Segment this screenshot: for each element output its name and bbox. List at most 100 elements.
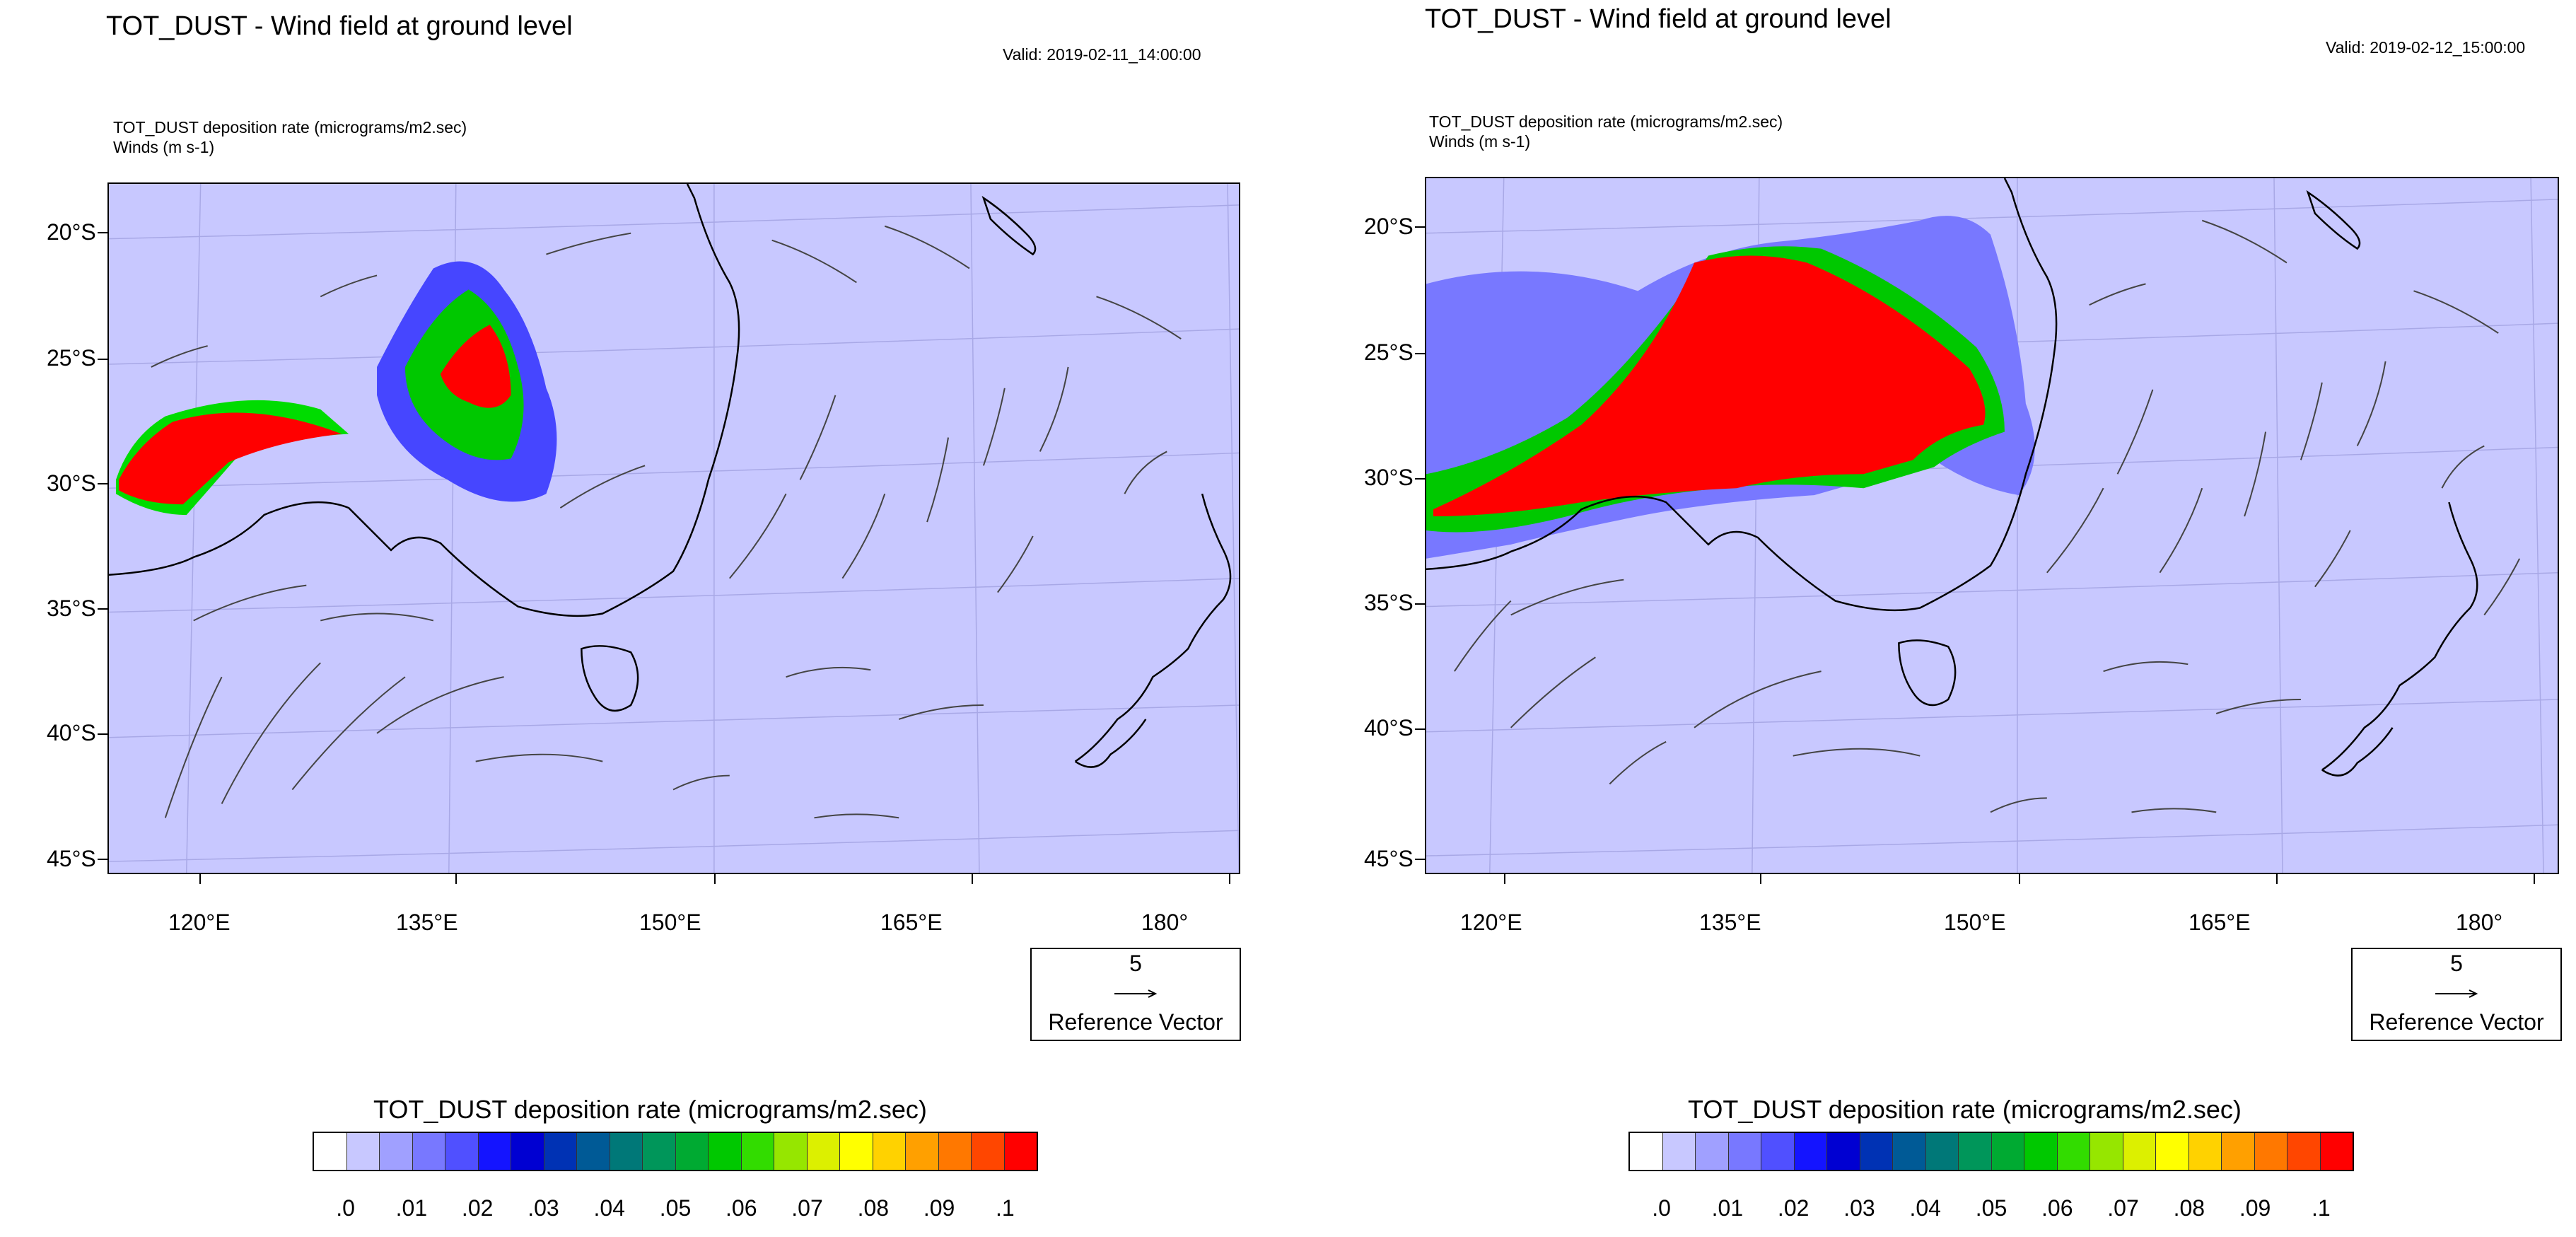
lat-label: 20°S: [1364, 214, 1414, 239]
colorbar-swatch: [1925, 1133, 1959, 1170]
lat-label: 45°S: [47, 846, 96, 871]
colorbar-swatch: [1630, 1133, 1663, 1170]
dust-core-west: [118, 412, 342, 505]
coastline-tasmania: [1898, 639, 1957, 707]
colorbar-swatch: [938, 1133, 972, 1170]
colorbar-tick-label: .01: [395, 1195, 428, 1221]
lat-label: 25°S: [47, 345, 96, 371]
colorbar-swatch: [2090, 1133, 2123, 1170]
map-title: TOT_DUST - Wind field at ground level: [106, 11, 573, 41]
colorbar-tick-label: .05: [659, 1195, 692, 1221]
colorbar-swatch: [2189, 1133, 2222, 1170]
reference-vector-label: Reference Vector: [2369, 1009, 2544, 1035]
lat-label: 40°S: [1364, 715, 1414, 741]
colorbar-tick-label: .06: [725, 1195, 757, 1221]
map-panel-right: TOT_DUST - Wind field at ground level Va…: [1288, 0, 2575, 1237]
colorbar-swatch: [1696, 1133, 1729, 1170]
lon-label: 165°E: [880, 910, 943, 935]
colorbar-swatch: [2254, 1133, 2287, 1170]
lon-label: 120°E: [1460, 910, 1522, 935]
colorbar-tick-label: .02: [461, 1195, 494, 1221]
colorbar-swatch: [1662, 1133, 1696, 1170]
colorbar-swatch: [511, 1133, 544, 1170]
lon-label: 180°: [2456, 910, 2503, 935]
colorbar-swatch: [1004, 1133, 1037, 1170]
colorbar-swatch: [1893, 1133, 1926, 1170]
lon-label: 150°E: [1944, 910, 2006, 935]
reference-arrow-icon: [2435, 989, 2478, 998]
map-canvas: [109, 184, 1239, 873]
colorbar-tick-label: .03: [528, 1195, 559, 1221]
lat-label: 20°S: [47, 219, 96, 245]
lat-label: 30°S: [1364, 465, 1414, 490]
colorbar-swatch: [873, 1133, 906, 1170]
coastline-tasmania: [581, 645, 639, 712]
coastline-australia: [109, 184, 740, 617]
colorbar-swatch: [1860, 1133, 1893, 1170]
colorbar-swatch: [544, 1133, 577, 1170]
wind-label: Winds (m s-1): [1429, 132, 1531, 151]
colorbar-tick-label: .06: [2041, 1195, 2073, 1221]
colorbar-swatch: [774, 1133, 808, 1170]
colorbar-swatch: [610, 1133, 643, 1170]
colorbar-swatch: [478, 1133, 511, 1170]
colorbar-swatch: [445, 1133, 479, 1170]
map-area: [107, 182, 1240, 874]
colorbar-swatch: [807, 1133, 840, 1170]
colorbar-swatch: [840, 1133, 873, 1170]
colorbar-swatch: [2123, 1133, 2156, 1170]
colorbar-tick-label: .08: [2173, 1195, 2205, 1221]
lat-label: 40°S: [47, 720, 96, 745]
lon-label: 120°E: [168, 910, 231, 935]
lon-label: 165°E: [2189, 910, 2251, 935]
colorbar-tick-label: .0: [1652, 1195, 1671, 1221]
colorbar-swatch: [675, 1133, 709, 1170]
colorbar-tick-label: .09: [2239, 1195, 2271, 1221]
colorbar-swatch: [906, 1133, 939, 1170]
colorbar-swatch: [2320, 1133, 2353, 1170]
colorbar-swatch: [1794, 1133, 1827, 1170]
colorbar-swatch: [1761, 1133, 1795, 1170]
colorbar-swatch: [972, 1133, 1005, 1170]
field-label: TOT_DUST deposition rate (micrograms/m2.…: [113, 118, 467, 137]
colorbar-swatch: [2222, 1133, 2255, 1170]
colorbar-swatch: [1959, 1133, 1992, 1170]
map-panel-left: TOT_DUST - Wind field at ground level Va…: [47, 11, 1241, 1221]
colorbar: [1628, 1132, 2354, 1171]
coastline-new-zealand: [1074, 493, 1232, 768]
coastline-new-caledonia: [981, 195, 1037, 256]
wind-label: Winds (m s-1): [113, 138, 215, 156]
colorbar-swatch: [577, 1133, 610, 1170]
lon-label: 180°: [1141, 910, 1189, 935]
colorbar-swatch: [412, 1133, 445, 1170]
colorbar-tick-label: .03: [1843, 1195, 1875, 1221]
coastline-new-caledonia: [2306, 190, 2361, 250]
colorbar-tick-label: .04: [1909, 1195, 1941, 1221]
lon-label: 135°E: [1699, 910, 1761, 935]
colorbar-tick-label: .05: [1975, 1195, 2007, 1221]
map-title: TOT_DUST - Wind field at ground level: [1425, 4, 1892, 34]
map-canvas: [1426, 178, 2558, 873]
field-label: TOT_DUST deposition rate (micrograms/m2.…: [1429, 112, 1783, 131]
lat-label: 25°S: [1364, 339, 1414, 365]
colorbar-swatch: [1728, 1133, 1761, 1170]
colorbar-swatch: [2057, 1133, 2090, 1170]
colorbar-tick-label: .01: [1711, 1195, 1744, 1221]
reference-vector-box: 5 Reference Vector: [2351, 948, 2562, 1041]
colorbar-swatch: [2287, 1133, 2321, 1170]
map-area: [1425, 177, 2559, 874]
reference-vector-magnitude: 5: [1129, 951, 1142, 976]
colorbar-tick-label: .1: [996, 1195, 1015, 1221]
colorbar-swatch: [643, 1133, 676, 1170]
colorbar-swatch: [346, 1133, 380, 1170]
colorbar-tick-label: .0: [336, 1195, 355, 1221]
colorbar-swatch: [1991, 1133, 2024, 1170]
lat-label: 35°S: [1364, 590, 1414, 615]
coastline-new-zealand: [2321, 501, 2478, 777]
lon-label: 150°E: [639, 910, 701, 935]
colorbar-tick-label: .04: [593, 1195, 625, 1221]
colorbar-swatch: [314, 1133, 347, 1170]
colorbar-tick-label: .07: [791, 1195, 823, 1221]
lat-label: 45°S: [1364, 846, 1414, 871]
reference-vector-box: 5 Reference Vector: [1030, 948, 1241, 1041]
